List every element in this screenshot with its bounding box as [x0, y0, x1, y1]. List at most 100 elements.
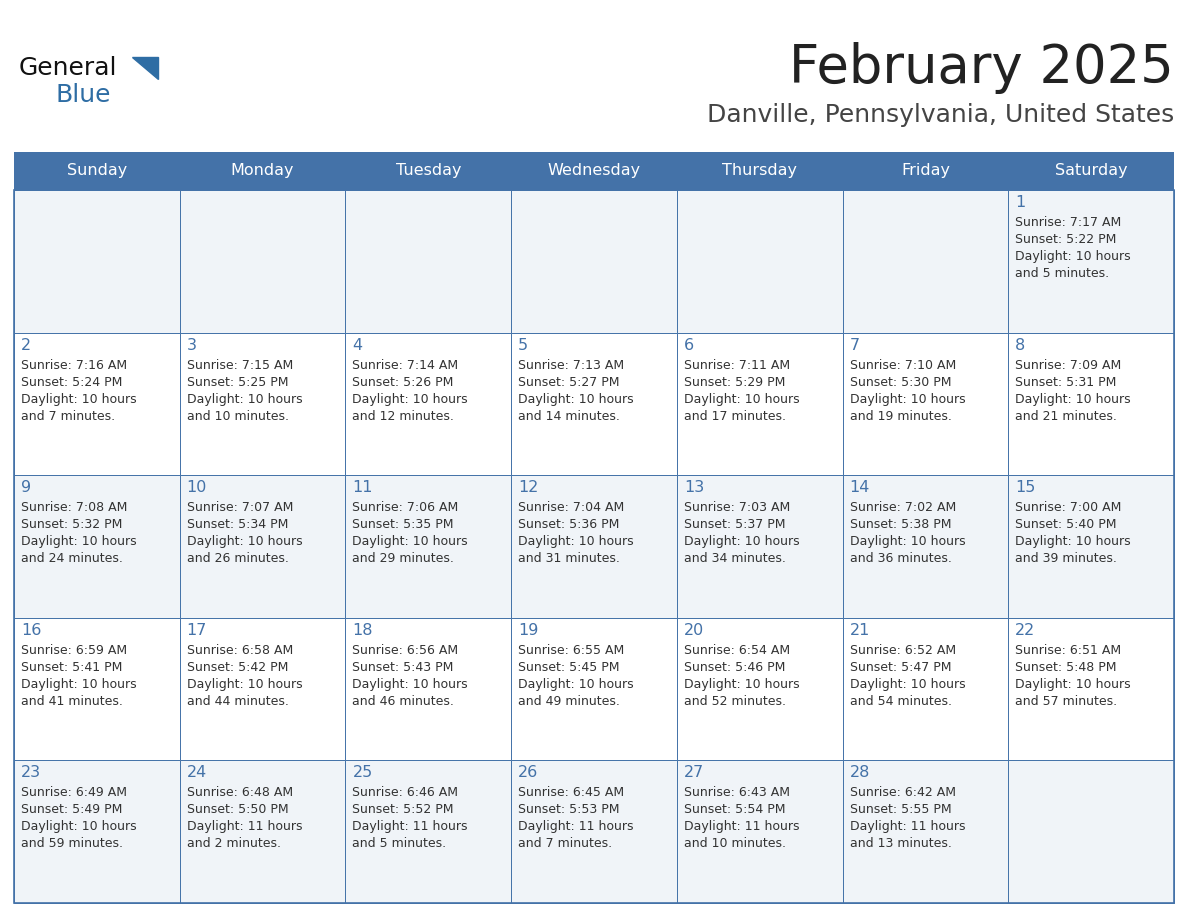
- Text: Sunrise: 7:00 AM: Sunrise: 7:00 AM: [1016, 501, 1121, 514]
- Text: Tuesday: Tuesday: [396, 163, 461, 178]
- Text: 23: 23: [21, 766, 42, 780]
- Bar: [14, 190, 179, 332]
- Text: 28: 28: [849, 766, 870, 780]
- Text: Sunset: 5:45 PM: Sunset: 5:45 PM: [518, 661, 620, 674]
- Text: Sunset: 5:25 PM: Sunset: 5:25 PM: [187, 375, 289, 388]
- Bar: [842, 332, 1009, 476]
- Text: 27: 27: [684, 766, 704, 780]
- Text: Daylight: 10 hours: Daylight: 10 hours: [518, 677, 633, 691]
- Bar: [14, 152, 1174, 190]
- Text: Sunset: 5:41 PM: Sunset: 5:41 PM: [21, 661, 122, 674]
- Text: February 2025: February 2025: [789, 42, 1174, 94]
- Text: Daylight: 10 hours: Daylight: 10 hours: [1016, 393, 1131, 406]
- Text: and 52 minutes.: and 52 minutes.: [684, 695, 785, 708]
- Text: Sunset: 5:50 PM: Sunset: 5:50 PM: [187, 803, 289, 816]
- Text: 4: 4: [353, 338, 362, 353]
- Text: and 24 minutes.: and 24 minutes.: [21, 553, 122, 565]
- Text: Sunset: 5:35 PM: Sunset: 5:35 PM: [353, 518, 454, 532]
- Bar: [14, 190, 1174, 903]
- Text: and 10 minutes.: and 10 minutes.: [187, 409, 289, 422]
- Text: Sunrise: 7:10 AM: Sunrise: 7:10 AM: [849, 359, 956, 372]
- Text: Sunset: 5:48 PM: Sunset: 5:48 PM: [1016, 661, 1117, 674]
- Bar: [677, 190, 842, 332]
- Text: and 39 minutes.: and 39 minutes.: [1016, 553, 1117, 565]
- Text: Sunset: 5:47 PM: Sunset: 5:47 PM: [849, 661, 952, 674]
- Text: Sunset: 5:36 PM: Sunset: 5:36 PM: [518, 518, 619, 532]
- Text: and 46 minutes.: and 46 minutes.: [353, 695, 454, 708]
- Text: 16: 16: [21, 622, 42, 638]
- Text: and 7 minutes.: and 7 minutes.: [21, 409, 115, 422]
- Text: and 34 minutes.: and 34 minutes.: [684, 553, 785, 565]
- Text: 18: 18: [353, 622, 373, 638]
- Text: Sunrise: 7:13 AM: Sunrise: 7:13 AM: [518, 359, 624, 372]
- Text: Daylight: 10 hours: Daylight: 10 hours: [684, 677, 800, 691]
- Text: Sunrise: 6:52 AM: Sunrise: 6:52 AM: [849, 644, 955, 656]
- Text: Sunset: 5:43 PM: Sunset: 5:43 PM: [353, 661, 454, 674]
- Text: Sunrise: 7:07 AM: Sunrise: 7:07 AM: [187, 501, 293, 514]
- Text: Daylight: 10 hours: Daylight: 10 hours: [849, 677, 965, 691]
- Text: 2: 2: [21, 338, 31, 353]
- Bar: [1009, 332, 1174, 476]
- Text: 14: 14: [849, 480, 870, 495]
- Text: Sunrise: 7:02 AM: Sunrise: 7:02 AM: [849, 501, 956, 514]
- Text: Sunrise: 7:11 AM: Sunrise: 7:11 AM: [684, 359, 790, 372]
- Bar: [511, 618, 677, 760]
- Bar: [677, 476, 842, 618]
- Text: 17: 17: [187, 622, 207, 638]
- Text: Sunset: 5:30 PM: Sunset: 5:30 PM: [849, 375, 952, 388]
- Text: 7: 7: [849, 338, 860, 353]
- Text: Sunrise: 6:49 AM: Sunrise: 6:49 AM: [21, 787, 127, 800]
- Text: Sunrise: 7:09 AM: Sunrise: 7:09 AM: [1016, 359, 1121, 372]
- Text: Sunrise: 6:55 AM: Sunrise: 6:55 AM: [518, 644, 625, 656]
- Text: Sunset: 5:24 PM: Sunset: 5:24 PM: [21, 375, 122, 388]
- Polygon shape: [132, 57, 158, 79]
- Text: Sunrise: 6:42 AM: Sunrise: 6:42 AM: [849, 787, 955, 800]
- Text: Sunrise: 6:51 AM: Sunrise: 6:51 AM: [1016, 644, 1121, 656]
- Text: Sunrise: 6:59 AM: Sunrise: 6:59 AM: [21, 644, 127, 656]
- Text: and 59 minutes.: and 59 minutes.: [21, 837, 124, 850]
- Text: Sunset: 5:37 PM: Sunset: 5:37 PM: [684, 518, 785, 532]
- Text: Daylight: 10 hours: Daylight: 10 hours: [849, 393, 965, 406]
- Text: and 44 minutes.: and 44 minutes.: [187, 695, 289, 708]
- Text: Daylight: 10 hours: Daylight: 10 hours: [353, 535, 468, 548]
- Text: Daylight: 10 hours: Daylight: 10 hours: [684, 535, 800, 548]
- Text: and 31 minutes.: and 31 minutes.: [518, 553, 620, 565]
- Text: Daylight: 10 hours: Daylight: 10 hours: [187, 677, 302, 691]
- Text: and 13 minutes.: and 13 minutes.: [849, 837, 952, 850]
- Text: 15: 15: [1016, 480, 1036, 495]
- Text: and 14 minutes.: and 14 minutes.: [518, 409, 620, 422]
- Bar: [511, 476, 677, 618]
- Text: Daylight: 10 hours: Daylight: 10 hours: [187, 535, 302, 548]
- Bar: [14, 332, 179, 476]
- Text: 19: 19: [518, 622, 538, 638]
- Text: Thursday: Thursday: [722, 163, 797, 178]
- Text: Daylight: 11 hours: Daylight: 11 hours: [187, 821, 302, 834]
- Text: Daylight: 10 hours: Daylight: 10 hours: [1016, 250, 1131, 263]
- Bar: [346, 760, 511, 903]
- Text: and 10 minutes.: and 10 minutes.: [684, 837, 785, 850]
- Text: and 36 minutes.: and 36 minutes.: [849, 553, 952, 565]
- Text: 10: 10: [187, 480, 207, 495]
- Text: Sunset: 5:46 PM: Sunset: 5:46 PM: [684, 661, 785, 674]
- Text: Sunrise: 7:15 AM: Sunrise: 7:15 AM: [187, 359, 293, 372]
- Bar: [677, 618, 842, 760]
- Text: Friday: Friday: [901, 163, 950, 178]
- Text: Sunset: 5:32 PM: Sunset: 5:32 PM: [21, 518, 122, 532]
- Bar: [179, 332, 346, 476]
- Text: Daylight: 10 hours: Daylight: 10 hours: [353, 393, 468, 406]
- Bar: [511, 190, 677, 332]
- Text: and 57 minutes.: and 57 minutes.: [1016, 695, 1118, 708]
- Text: Daylight: 11 hours: Daylight: 11 hours: [849, 821, 965, 834]
- Text: Sunrise: 6:45 AM: Sunrise: 6:45 AM: [518, 787, 624, 800]
- Bar: [179, 476, 346, 618]
- Text: Sunrise: 6:43 AM: Sunrise: 6:43 AM: [684, 787, 790, 800]
- Text: Daylight: 10 hours: Daylight: 10 hours: [21, 677, 137, 691]
- Bar: [842, 476, 1009, 618]
- Bar: [1009, 476, 1174, 618]
- Text: Monday: Monday: [230, 163, 295, 178]
- Bar: [511, 760, 677, 903]
- Text: and 26 minutes.: and 26 minutes.: [187, 553, 289, 565]
- Text: and 5 minutes.: and 5 minutes.: [1016, 267, 1110, 280]
- Text: and 49 minutes.: and 49 minutes.: [518, 695, 620, 708]
- Text: 9: 9: [21, 480, 31, 495]
